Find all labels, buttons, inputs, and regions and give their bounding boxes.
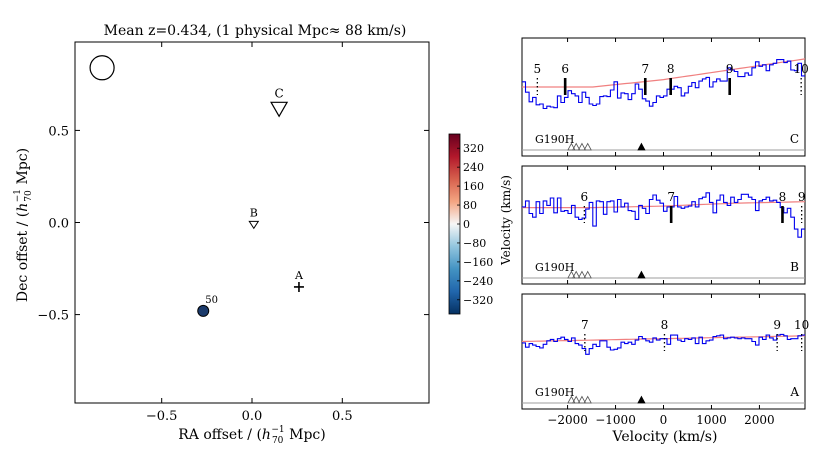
grating-label: G190H — [535, 261, 574, 274]
map-ylabel-tail: Mpc) — [15, 148, 31, 189]
map-ytick-label: 0.5 — [48, 124, 69, 139]
map-ytick-label: −0.5 — [37, 309, 69, 324]
line-marker-label: 9 — [726, 62, 734, 76]
line-marker-label: 6 — [581, 190, 589, 204]
spectrum-panel-b: 6 7 8 9 G190H B — [521, 165, 806, 285]
map-xlabel-h: h — [262, 427, 271, 443]
sightline-corner-label: C — [790, 132, 799, 146]
line-marker-label: 5 — [534, 62, 542, 76]
map-xtick-label: −0.5 — [146, 409, 178, 424]
line-marker-label: 7 — [641, 62, 649, 76]
filled-triangle-marker — [637, 142, 646, 151]
filled-triangle-marker — [637, 395, 646, 404]
spectra-xlabel: Velocity (km/s) — [612, 429, 718, 445]
colorbar-tick-label: −320 — [463, 294, 493, 307]
velocity-colorbar: 320 240 160 80 0 −80 −160 −240 −320 — [448, 133, 493, 315]
spectra-ylabel: Velocity (km/s) — [499, 175, 513, 266]
sightline-label-b: B — [250, 206, 258, 219]
colorbar-tick-label: −80 — [463, 237, 486, 250]
spectrum-panel-c: 5 6 7 8 9 10 G190H C — [521, 37, 809, 157]
colorbar-tick-label: 0 — [463, 218, 470, 231]
flux-histogram — [522, 192, 805, 238]
open-triangle-marker — [577, 395, 587, 404]
open-triangle-marker — [577, 270, 587, 279]
map-ytick-label: 0.0 — [48, 217, 69, 232]
grating-label: G190H — [535, 386, 574, 399]
colorbar-tick-label: 160 — [463, 180, 484, 193]
map-xtick-label: 0.5 — [332, 409, 353, 424]
line-marker-label: 6 — [561, 62, 569, 76]
open-triangle-marker — [572, 395, 581, 404]
colorbar-tick-label: 240 — [463, 161, 484, 174]
flux-histogram — [522, 333, 805, 355]
open-triangle-marker — [572, 142, 581, 151]
line-marker-label: 10 — [794, 318, 809, 332]
colorbar-tick-label: −240 — [463, 275, 493, 288]
spectrum-xtick-label: −2000 — [547, 413, 588, 427]
open-triangle-marker — [577, 142, 587, 151]
sightline-corner-label: B — [790, 260, 799, 274]
map-xlabel-tail: Mpc) — [285, 427, 326, 443]
line-marker-label: 9 — [773, 318, 781, 332]
open-triangle-marker — [572, 270, 581, 279]
map-xlabel: RA offset / (h70−1 Mpc) — [178, 425, 325, 446]
spectrum-xtick-label: −1000 — [595, 413, 636, 427]
open-triangle-marker — [567, 270, 576, 279]
sightline-marker-c — [270, 101, 289, 118]
flux-histogram — [522, 59, 805, 110]
line-marker-label: 8 — [667, 62, 675, 76]
galaxy-point — [197, 304, 210, 317]
scale-circle — [89, 55, 115, 81]
line-marker-label: 7 — [581, 318, 589, 332]
sightline-marker-a — [293, 281, 304, 292]
map-marks: C B A 50 — [89, 55, 304, 317]
map-ylabel-main: Dec offset / ( — [15, 212, 31, 302]
map-xlabel-sup: −1 — [271, 425, 284, 435]
map-ylabel-h: h — [15, 203, 31, 212]
line-marker-label: 8 — [661, 318, 669, 332]
colorbar-ticks: 320 240 160 80 0 −80 −160 −240 −320 — [457, 142, 493, 307]
open-triangle-marker — [583, 395, 592, 404]
map-ylabel-sup: −1 — [13, 189, 23, 202]
continuum-fit — [522, 58, 806, 88]
line-marker-label: 9 — [798, 190, 806, 204]
colorbar-tick-label: −160 — [463, 256, 493, 269]
filled-triangle-marker — [637, 270, 646, 279]
map-xlabel-main: RA offset / ( — [178, 427, 262, 443]
colorbar-tick-label: 320 — [463, 142, 484, 155]
sky-map: Mean z=0.434, (1 physical Mpc≈ 88 km/s) … — [13, 23, 430, 446]
line-marker-label: 7 — [667, 190, 675, 204]
map-title: Mean z=0.434, (1 physical Mpc≈ 88 km/s) — [104, 23, 407, 39]
sightline-corner-label: A — [789, 385, 799, 399]
map-tick-labels: −0.5 0.0 0.5 −0.5 0.0 0.5 — [37, 124, 352, 424]
map-xlabel-sub: 70 — [272, 436, 284, 446]
spectrum-xtick-label: 0 — [660, 413, 668, 427]
map-axis-ticks — [75, 42, 429, 403]
sightline-label-a: A — [294, 269, 304, 282]
map-frame — [74, 41, 430, 404]
line-marker-label: 8 — [779, 190, 787, 204]
colorbar-tick-label: 80 — [463, 199, 477, 212]
map-xtick-label: 0.0 — [242, 409, 263, 424]
sightline-marker-b — [248, 220, 260, 230]
line-marker-label: 10 — [794, 62, 809, 76]
spectrum-panel-a: 7 8 9 10 G190H A — [521, 293, 809, 410]
map-ylabel-sub: 70 — [24, 190, 34, 202]
open-triangle-marker — [583, 142, 592, 151]
galaxy-label: 50 — [205, 295, 218, 306]
spectrum-xtick-label: 1000 — [696, 413, 727, 427]
map-ylabel: Dec offset / (h70−1 Mpc) — [13, 148, 34, 302]
open-triangle-marker — [567, 395, 576, 404]
spectrum-xtick-label: 2000 — [744, 413, 775, 427]
open-triangle-marker — [567, 142, 576, 151]
open-triangle-marker — [583, 270, 592, 279]
sightline-label-c: C — [274, 86, 283, 100]
grating-label: G190H — [535, 133, 574, 146]
